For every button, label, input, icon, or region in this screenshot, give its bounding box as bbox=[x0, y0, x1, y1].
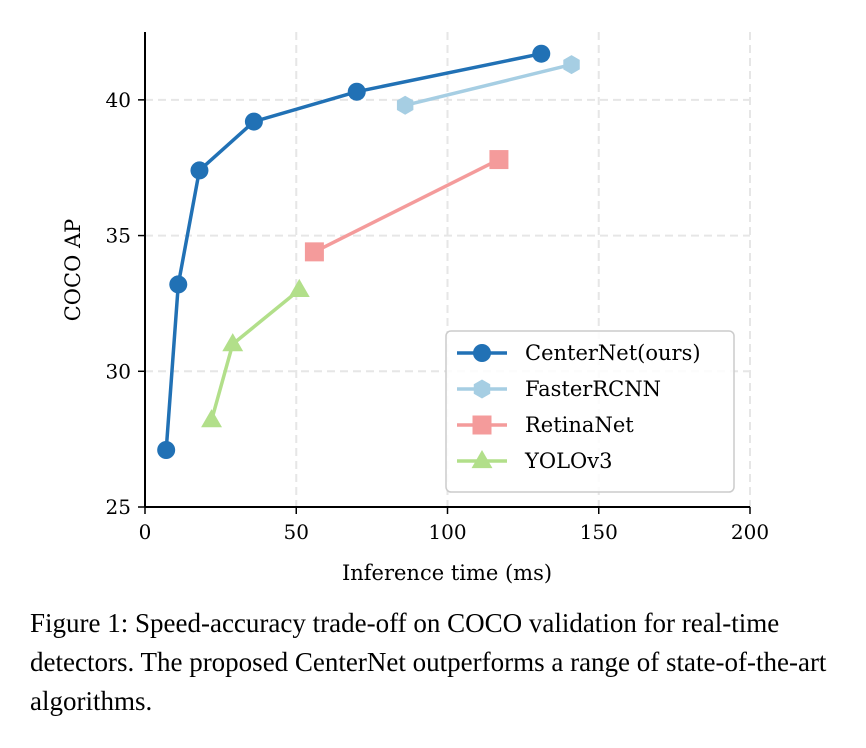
data-point-fasterrcnn bbox=[563, 55, 580, 75]
ticks: 0 50 100 150 200 25 30 35 40 bbox=[106, 88, 770, 544]
legend-frame bbox=[445, 330, 735, 493]
series-retinanet bbox=[304, 150, 509, 262]
y-tick-label: 30 bbox=[106, 359, 131, 383]
legend-label-centernet-ours: CenterNet(ours) bbox=[525, 341, 701, 365]
legend-marker-yolov3 bbox=[471, 450, 493, 469]
series-centernet-ours bbox=[157, 44, 551, 459]
legend: CenterNet(ours) FasterRCNN RetinaNet YOLOv3 bbox=[445, 330, 735, 493]
data-point-centernet-ours bbox=[532, 44, 551, 63]
x-tick-label: 0 bbox=[139, 520, 152, 544]
data-point-retinanet bbox=[304, 242, 324, 262]
x-tick-label: 50 bbox=[284, 520, 309, 544]
y-tick-label: 25 bbox=[106, 495, 131, 519]
series-line-centernet-ours bbox=[164, 51, 542, 451]
figure-caption: Figure 1: Speed-accuracy trade-off on CO… bbox=[30, 608, 827, 716]
x-tick-label: 150 bbox=[580, 520, 618, 544]
legend-entry-centernet-ours: CenterNet(ours) bbox=[457, 341, 701, 365]
legend-marker-fasterrcnn bbox=[473, 379, 491, 399]
y-axis-label: COCO AP bbox=[61, 219, 85, 322]
data-point-centernet-ours bbox=[244, 112, 263, 131]
legend-label-yolov3: YOLOv3 bbox=[524, 449, 612, 473]
data-point-centernet-ours bbox=[190, 161, 209, 180]
series-line-yolov3 bbox=[209, 288, 301, 421]
data-point-fasterrcnn bbox=[396, 95, 414, 115]
legend-marker-retinanet bbox=[472, 415, 492, 435]
data-point-retinanet bbox=[489, 150, 509, 170]
chart: 0 50 100 150 200 25 30 35 40 Inference time (ms)… bbox=[61, 32, 770, 585]
data-point-centernet-ours bbox=[157, 441, 176, 459]
legend-entry-yolov3: YOLOv3 bbox=[457, 449, 612, 473]
x-tick-label: 100 bbox=[428, 520, 466, 544]
series bbox=[157, 44, 580, 459]
x-axis-label: Inference time (ms) bbox=[342, 561, 552, 585]
legend-entry-fasterrcnn: FasterRCNN bbox=[457, 377, 661, 401]
series-yolov3 bbox=[201, 278, 310, 428]
x-tick-label: 200 bbox=[731, 520, 769, 544]
legend-marker-centernet-ours bbox=[473, 344, 491, 362]
data-point-centernet-ours bbox=[169, 275, 188, 294]
series-line-retinanet bbox=[313, 158, 500, 254]
data-point-yolov3 bbox=[222, 333, 244, 352]
data-point-yolov3 bbox=[201, 409, 222, 428]
legend-label-fasterrcnn: FasterRCNN bbox=[525, 377, 661, 401]
data-point-yolov3 bbox=[288, 278, 310, 298]
legend-entry-retinanet: RetinaNet bbox=[457, 413, 634, 437]
series-fasterrcnn bbox=[396, 55, 580, 115]
series-line-fasterrcnn bbox=[404, 62, 572, 107]
y-tick-label: 35 bbox=[106, 224, 131, 248]
y-tick-label: 40 bbox=[106, 88, 131, 112]
legend-label-retinanet: RetinaNet bbox=[525, 413, 634, 437]
data-point-centernet-ours bbox=[347, 82, 366, 101]
